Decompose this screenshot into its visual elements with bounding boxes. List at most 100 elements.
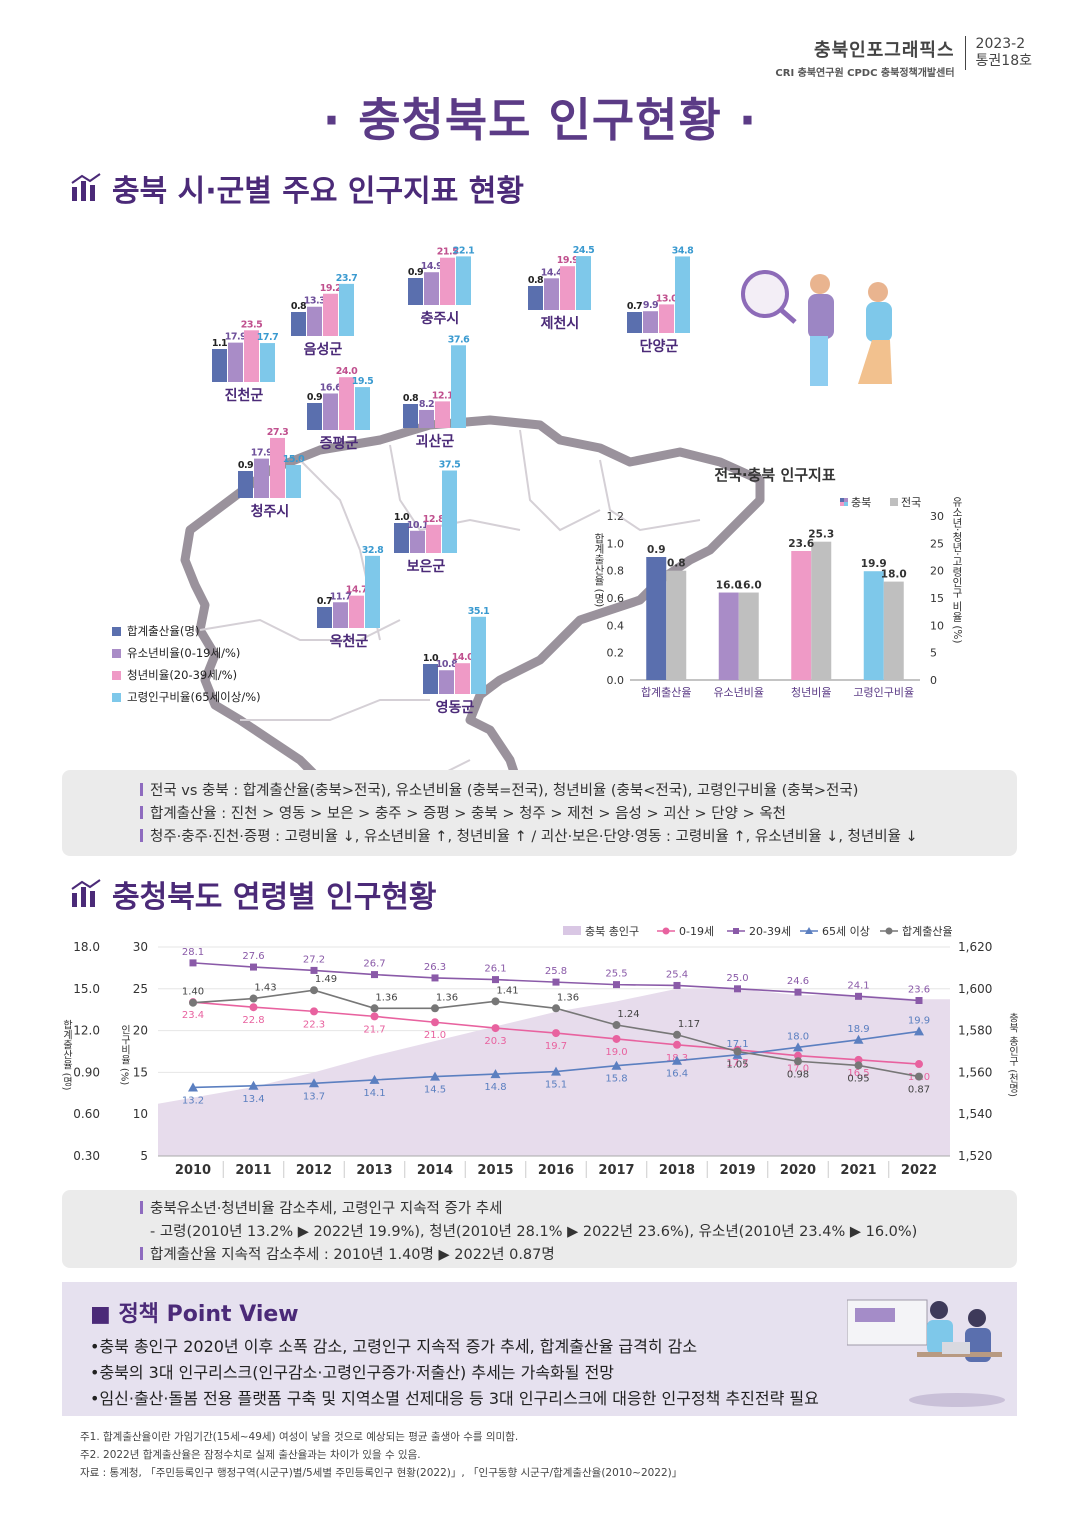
bar-chart-icon [71,173,101,201]
note-line: 합계출산율 : 진천 > 영동 > 보은 > 충주 > 증평 > 충북 > 청주… [140,803,1017,826]
series-point-label: 22.3 [303,1019,325,1030]
series-point [369,1074,380,1084]
region-name: 옥천군 [330,634,369,650]
region-bar-label: 35.1 [468,606,489,617]
bar-national [883,581,904,680]
brand-name: 충북인포그래픽스 [814,40,955,61]
chart-title: 전국·충북 인구지표 [714,466,836,484]
series-point [855,992,862,1000]
legend-label: 유소년비율(0-19세/%) [127,646,241,660]
legend-swatch [890,498,898,506]
legend-swatch [840,498,844,502]
series-point [612,1034,621,1043]
y-axis-label-pct: 인구비율 (%) [119,1025,131,1086]
series-point-label: 16.4 [666,1069,688,1080]
bar-value-label: 25.3 [808,529,834,541]
brand-block: 충북인포그래픽스 CRI 충북연구원 CPDC 충북정책개발센터 2023-2 … [775,36,1032,79]
region-bar [528,286,543,310]
region-bar [355,387,370,430]
region-bar-label: 19.5 [352,376,373,387]
series-point [431,1018,439,1027]
series-point [793,1042,803,1052]
region-bar-label: 10.1 [407,520,428,531]
legend-label: 충북 총인구 [585,925,639,938]
series-point [611,1060,622,1070]
region-bar [307,403,322,430]
section1-title: 충북 시·군별 주요 인구지표 현황 [112,174,524,209]
series-point-label: 26.1 [484,964,506,975]
y-tick-label: 0.6 [607,592,625,605]
region-bar-label: 24.5 [573,245,594,256]
region-bar [365,555,380,628]
section2-title: 충청북도 연령별 인구현황 [112,880,437,915]
region-bar [410,530,425,553]
legend-swatch [844,502,848,506]
region-bar [307,306,322,336]
region-bar-label: 37.5 [439,460,460,471]
series-point [672,1055,682,1065]
region-bar-label: 0.7 [317,596,332,607]
series-point-label: 1.49 [315,974,337,985]
bar-national [666,570,687,680]
legend-swatch [112,648,121,658]
y-axis-label-right: 충북 총인구 (천명) [1007,1013,1019,1097]
series-point-label: 20.3 [484,1036,506,1047]
issue-number: 통권18호 [975,53,1032,69]
note-bullet [140,806,143,819]
legend-swatch [840,502,844,506]
office-illustration [847,1299,1005,1407]
region-chart: 0.917.9 27.3 15.0 청주시 [238,427,306,520]
region-name: 제천시 [541,316,580,332]
series-point-label: 1.05 [726,1060,748,1071]
region-chart: 0.813.3 19.223.7 음성군 [291,273,358,358]
series-point [612,1021,621,1030]
y-tick-label: 0.2 [607,647,625,660]
region-bar [456,256,471,305]
policy-item: •임신·출산·돌봄 전용 플랫폼 구축 및 지역소멸 선제대응 등 3대 인구리… [90,1389,819,1408]
note-text: 전국 vs 충북 : 합계출산율(충북>전국), 유소년비율 (충북=전국), … [150,783,859,799]
series-point-label: 14.8 [484,1082,506,1093]
region-bar [659,304,674,333]
x-tick-label: 유소년비율 [713,686,764,699]
y-tick-label-tfr: 0.30 [73,1149,100,1163]
region-chart: 0.88.212.1 37.6 괴산군 [403,334,471,450]
region-bar-label: 9.9 [643,300,658,311]
series-point-label: 19.7 [545,1041,567,1052]
series-point [491,997,500,1006]
series-point-label: 1.36 [436,992,458,1003]
legend-label: 20-39세 [749,925,791,938]
region-name: 진천군 [225,387,264,404]
policy-list: •충북 총인구 2020년 이후 소폭 감소, 고령인구 지속적 증가 추세, … [90,1334,1017,1412]
series-point-label: 18.9 [847,1024,869,1035]
series-point-label: 23.6 [908,985,930,996]
series-point-label: 14.5 [424,1085,446,1096]
region-bar-label: 13.3 [304,296,325,307]
series-point [673,981,681,989]
bar-national [738,592,759,680]
series-point-label: 0.95 [847,1073,869,1084]
region-name: 보은군 [407,559,446,575]
region-bar [212,349,227,382]
region-bar [675,256,690,333]
note-bullet [140,1247,143,1260]
series-point-label: 26.3 [424,962,446,973]
bar-value-label: 16.0 [716,580,742,592]
region-bar-label: 11.7 [330,591,351,602]
region-bar-label: 16.6 [320,382,342,393]
bar-national [811,541,832,680]
series-point [370,1012,379,1021]
region-bar [471,616,486,694]
series-point [248,1080,259,1090]
x-tick-label: 2012 [296,1163,332,1178]
bar-value-label: 0.9 [647,544,666,556]
note-line: 합계출산율 지속적 감소추세 : 2010년 1.40명 ▶ 2022년 0.8… [140,1244,1017,1267]
x-tick-label: 2016 [538,1163,574,1178]
region-bar [339,377,354,430]
region-bar [260,343,275,382]
series-point-label: 1.43 [254,983,276,994]
region-bar [451,345,466,428]
region-bar-label: 17.9 [225,332,246,343]
policy-item: •충북의 3대 인구리스크(인구감소·고령인구증가·저출산) 추세는 가속화될 … [90,1363,615,1382]
legend-item: 청년비율(20-39세/%) [112,664,261,686]
series-point-label: 22.8 [242,1015,264,1026]
